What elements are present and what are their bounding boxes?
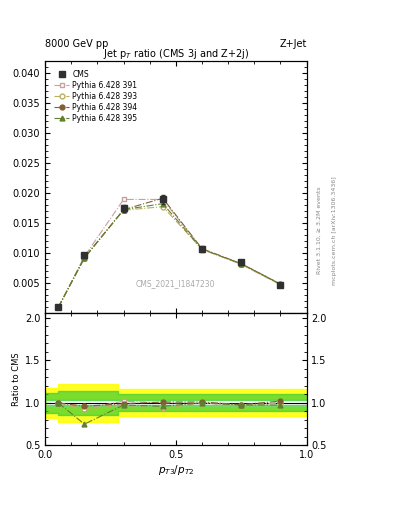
Text: Z+Jet: Z+Jet [279, 38, 307, 49]
Text: 8000 GeV pp: 8000 GeV pp [45, 38, 108, 49]
Text: Rivet 3.1.10, ≥ 3.2M events: Rivet 3.1.10, ≥ 3.2M events [316, 186, 321, 274]
Y-axis label: Ratio to CMS: Ratio to CMS [12, 353, 21, 406]
Legend: CMS, Pythia 6.428 391, Pythia 6.428 393, Pythia 6.428 394, Pythia 6.428 395: CMS, Pythia 6.428 391, Pythia 6.428 393,… [51, 68, 140, 125]
Text: CMS_2021_I1847230: CMS_2021_I1847230 [136, 279, 216, 288]
X-axis label: $p_{T3}/p_{T2}$: $p_{T3}/p_{T2}$ [158, 463, 194, 477]
Text: mcplots.cern.ch [arXiv:1306.3436]: mcplots.cern.ch [arXiv:1306.3436] [332, 176, 337, 285]
Title: Jet p$_{T}$ ratio (CMS 3j and Z+2j): Jet p$_{T}$ ratio (CMS 3j and Z+2j) [103, 47, 249, 61]
